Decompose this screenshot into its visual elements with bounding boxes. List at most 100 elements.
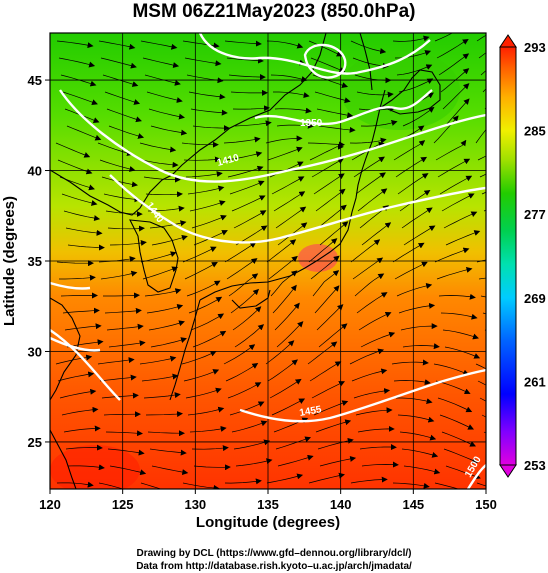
streamline-arrow: [438, 293, 476, 300]
streamline-arrow: [150, 337, 187, 348]
streamline-arrow: [227, 165, 264, 178]
streamline-arrow: [401, 207, 433, 229]
streamline-arrow: [65, 444, 103, 451]
streamline-arrow: [266, 239, 297, 263]
streamline-arrow: [356, 292, 388, 314]
streamline-arrow: [393, 379, 431, 386]
streamline-arrow: [398, 302, 436, 314]
streamline-arrow: [67, 244, 105, 251]
streamline-arrow: [60, 292, 98, 299]
streamline-arrow: [275, 436, 312, 450]
streamline-arrow: [357, 425, 395, 433]
colorbar-ticks: 293 285 277 269 261 253: [524, 40, 546, 473]
streamline-arrow: [476, 34, 486, 42]
streamline-arrow: [270, 74, 308, 82]
streamline-arrow: [477, 155, 486, 161]
streamline-arrow: [315, 419, 352, 433]
streamline-arrow: [433, 115, 459, 144]
streamline-arrow: [441, 431, 477, 447]
streamline-arrow: [144, 74, 181, 86]
colorbar-min-arrow: [499, 464, 517, 478]
streamline-arrow: [150, 125, 188, 136]
streamline-arrow: [224, 40, 262, 47]
streamline-arrow: [267, 359, 298, 382]
streamline-arrow: [397, 414, 435, 423]
streamline-arrow: [272, 284, 297, 314]
map-title: MSM 06Z21May2023 (850.0hPa): [132, 1, 416, 22]
streamline-arrow: [63, 210, 101, 222]
streamline-arrow: [274, 107, 312, 114]
streamline-arrow: [97, 142, 134, 156]
streamline-arrow: [478, 277, 486, 280]
streamline-arrow: [350, 239, 381, 263]
streamline-arrow: [271, 176, 305, 195]
streamline-arrow: [61, 406, 99, 416]
y-tick-label: 45: [28, 73, 42, 88]
streamline-arrow: [146, 304, 184, 314]
streamline-arrow: [403, 225, 436, 246]
streamline-arrow: [60, 74, 97, 87]
streamline-arrow: [477, 380, 486, 386]
streamline-arrow: [186, 280, 221, 297]
streamline-arrow: [265, 340, 295, 365]
streamline-arrow: [315, 188, 346, 212]
streamline-arrow: [188, 91, 226, 100]
streamline-arrow: [104, 91, 141, 105]
streamline-arrow: [234, 120, 272, 127]
streamline-arrow: [142, 266, 179, 280]
streamline-arrow: [223, 344, 256, 365]
colorbar: 293 285 277 269 261 253: [499, 34, 546, 478]
warm-south-region: [50, 445, 140, 489]
streamline-arrow: [350, 476, 388, 484]
streamline-arrow: [233, 439, 271, 450]
streamline-arrow: [276, 321, 304, 348]
streamline-arrow: [403, 465, 441, 475]
streamline-arrow: [62, 307, 100, 314]
streamline-arrow: [434, 482, 471, 489]
streamline-arrow: [361, 461, 399, 468]
streamline-arrow: [397, 173, 429, 195]
streamline-arrow: [275, 206, 307, 229]
streamline-arrow: [139, 355, 177, 365]
streamline-arrow: [141, 373, 179, 382]
y-axis-label: Latitude (degrees): [1, 196, 18, 326]
streamline-arrow: [149, 220, 187, 229]
streamline-arrow: [190, 313, 225, 331]
streamline-arrow: [226, 57, 264, 64]
streamline-arrow: [476, 482, 486, 487]
height-contours: [50, 33, 486, 489]
streamline-arrow: [392, 482, 430, 489]
streamline-arrow: [312, 270, 340, 297]
x-tick-label: 130: [184, 497, 206, 512]
streamline-arrow: [57, 371, 95, 382]
streamline-arrow: [184, 57, 222, 67]
streamline-arrow: [314, 91, 351, 104]
streamline-arrow: [109, 465, 147, 476]
streamline-arrow: [361, 222, 392, 246]
streamline-arrow: [230, 89, 268, 96]
streamline-arrow: [351, 368, 388, 382]
streamline-arrow: [438, 53, 470, 76]
streamline-arrow: [445, 230, 481, 246]
streamline-arrow: [349, 137, 387, 144]
streamline-arrow: [193, 464, 231, 471]
streamline-arrow: [475, 129, 486, 144]
streamline-arrow: [276, 122, 314, 129]
streamline-arrow: [228, 74, 266, 81]
y-axis: 25 30 35 40 45: [28, 73, 50, 450]
y-tick-label: 40: [28, 164, 42, 179]
credit-drawing: Drawing by DCL (https://www.gfd–dennou.o…: [136, 548, 412, 559]
streamline-arrow: [436, 38, 469, 59]
streamline-arrow: [353, 156, 385, 178]
streamline-arrow: [234, 324, 265, 348]
streamline-arrow: [309, 361, 342, 382]
streamline-arrow: [225, 362, 259, 382]
y-tick-label: 30: [28, 344, 42, 359]
streamline-arrow: [318, 125, 356, 133]
streamline-arrow: [140, 251, 177, 263]
streamline-arrow: [442, 83, 470, 110]
streamline-arrow: [310, 255, 340, 280]
streamline-arrow: [184, 262, 218, 280]
streamline-arrow: [63, 425, 101, 433]
